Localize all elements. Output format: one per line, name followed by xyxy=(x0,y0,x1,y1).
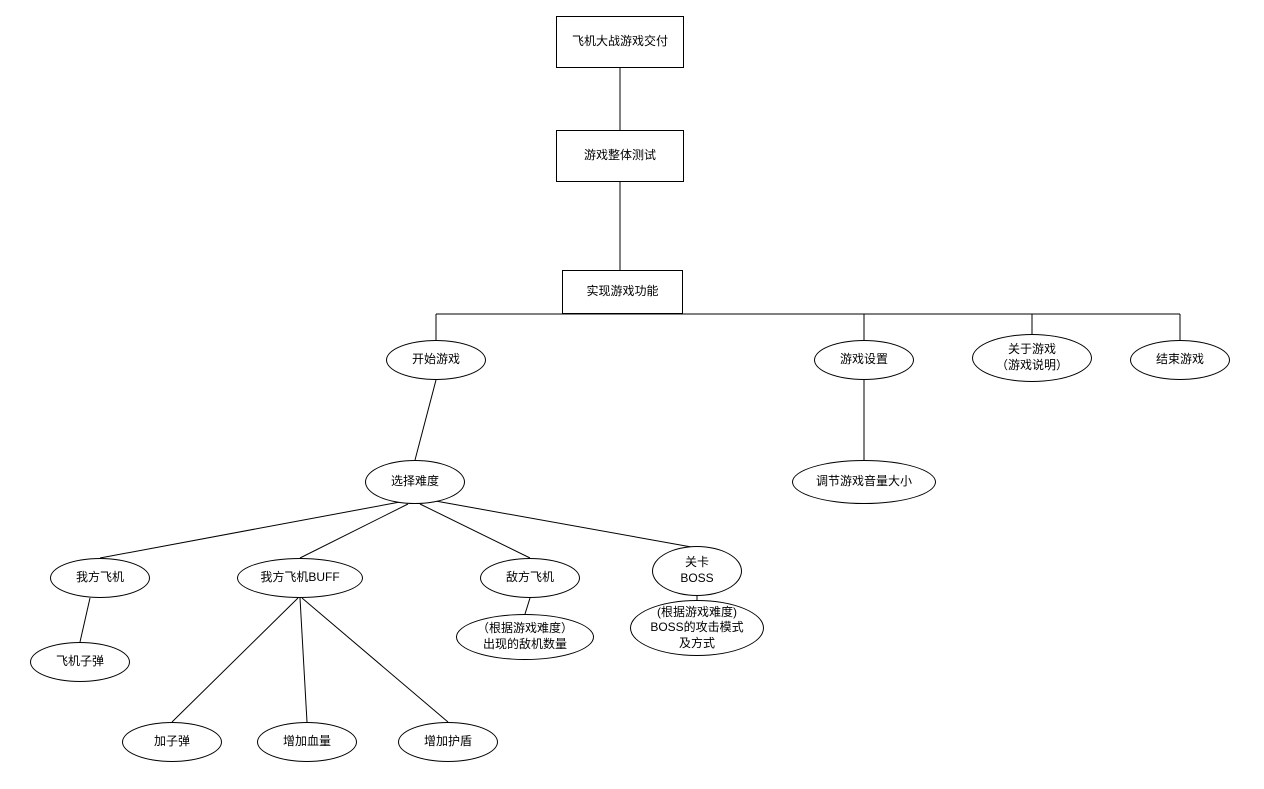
node-impl: 实现游戏功能 xyxy=(562,270,683,314)
node-label: 关于游戏 （游戏说明） xyxy=(996,342,1068,373)
node-end: 结束游戏 xyxy=(1130,340,1230,380)
node-label: 实现游戏功能 xyxy=(586,284,658,300)
node-enemycount: （根据游戏难度） 出现的敌机数量 xyxy=(456,614,594,660)
node-settings: 游戏设置 xyxy=(814,340,914,380)
node-label: 开始游戏 xyxy=(412,352,460,368)
node-addbullet: 加子弹 xyxy=(122,722,222,762)
node-addhp: 增加血量 xyxy=(257,722,357,762)
node-label: 关卡 BOSS xyxy=(680,555,713,586)
node-label: 飞机子弹 xyxy=(56,654,104,670)
node-root: 飞机大战游戏交付 xyxy=(556,16,684,68)
node-label: 调节游戏音量大小 xyxy=(816,474,912,490)
node-enemy: 敌方飞机 xyxy=(480,558,580,598)
node-buff: 我方飞机BUFF xyxy=(237,558,363,598)
node-difficulty: 选择难度 xyxy=(365,460,465,504)
node-label: 敌方飞机 xyxy=(506,570,554,586)
node-label: 加子弹 xyxy=(154,734,190,750)
node-label: 我方飞机BUFF xyxy=(260,570,339,586)
node-ourplane: 我方飞机 xyxy=(50,558,150,598)
node-boss: 关卡 BOSS xyxy=(652,546,742,596)
node-bullet: 飞机子弹 xyxy=(30,642,130,682)
node-label: 增加护盾 xyxy=(424,734,472,750)
node-label: （根据游戏难度） 出现的敌机数量 xyxy=(477,621,573,652)
node-label: 游戏整体测试 xyxy=(584,148,656,164)
node-volume: 调节游戏音量大小 xyxy=(792,460,936,504)
node-label: 选择难度 xyxy=(391,474,439,490)
node-label: 结束游戏 xyxy=(1156,352,1204,368)
node-test: 游戏整体测试 xyxy=(556,130,684,182)
node-addshield: 增加护盾 xyxy=(398,722,498,762)
node-label: 增加血量 xyxy=(283,734,331,750)
node-label: 我方飞机 xyxy=(76,570,124,586)
node-start: 开始游戏 xyxy=(386,340,486,380)
diagram-edges xyxy=(0,0,1264,789)
node-about: 关于游戏 （游戏说明） xyxy=(972,334,1092,382)
node-bossmode: (根据游戏难度) BOSS的攻击模式 及方式 xyxy=(630,600,764,656)
node-label: (根据游戏难度) BOSS的攻击模式 及方式 xyxy=(650,605,743,652)
node-label: 飞机大战游戏交付 xyxy=(572,34,668,50)
node-label: 游戏设置 xyxy=(840,352,888,368)
